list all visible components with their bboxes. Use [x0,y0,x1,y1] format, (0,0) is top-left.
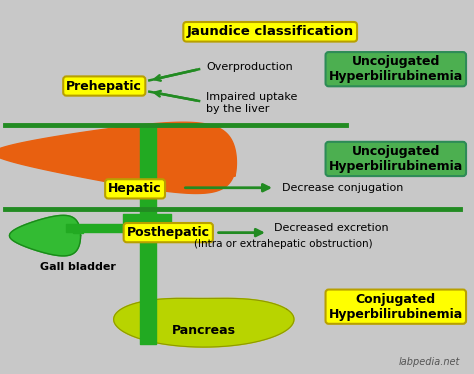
Polygon shape [9,215,81,256]
Text: Conjugated
Hyperbilirubinemia: Conjugated Hyperbilirubinemia [328,293,463,321]
Text: (Intra or extrahepatic obstruction): (Intra or extrahepatic obstruction) [194,239,373,249]
Text: Prehepatic: Prehepatic [66,80,142,92]
Text: Uncojugated
Hyperbilirubinemia: Uncojugated Hyperbilirubinemia [328,145,463,173]
Text: Hepatic: Hepatic [108,183,162,195]
Polygon shape [0,122,237,193]
Text: Posthepatic: Posthepatic [127,226,210,239]
Polygon shape [73,226,83,233]
Text: Decrease conjugation: Decrease conjugation [282,183,403,193]
Text: labpedia.net: labpedia.net [399,357,460,367]
Text: Impaired uptake
by the liver: Impaired uptake by the liver [206,92,298,114]
Text: Pancreas: Pancreas [172,325,236,337]
Polygon shape [114,298,294,347]
Text: Uncojugated
Hyperbilirubinemia: Uncojugated Hyperbilirubinemia [328,55,463,83]
Text: Overproduction: Overproduction [206,62,293,71]
Text: Gall bladder: Gall bladder [40,263,116,272]
Text: Jaundice classification: Jaundice classification [187,25,354,38]
Text: Decreased excretion: Decreased excretion [274,223,389,233]
